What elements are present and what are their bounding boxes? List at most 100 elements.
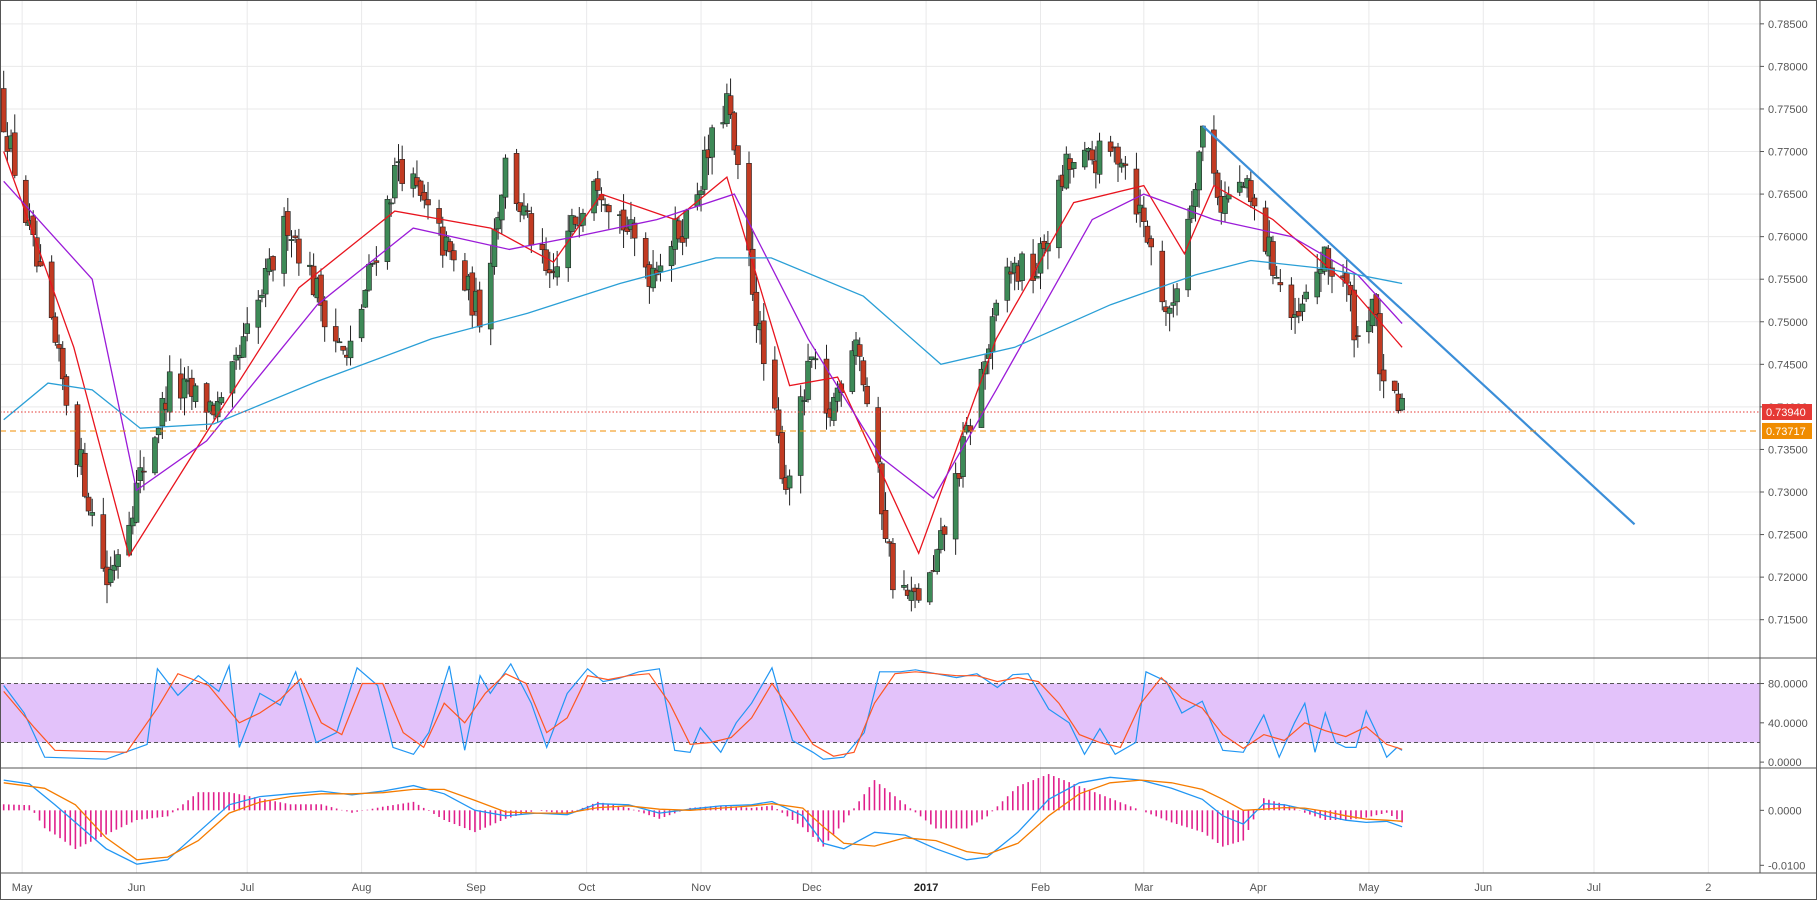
stoch-tick-label-0: 80.0000 bbox=[1768, 679, 1808, 691]
candle-body-249 bbox=[1288, 284, 1295, 318]
candle-body-224 bbox=[1159, 250, 1166, 303]
candle-body-121 bbox=[624, 227, 631, 232]
y-tick-label-10: 0.73500 bbox=[1768, 444, 1808, 456]
candle-body-223 bbox=[1148, 238, 1154, 248]
candle-body-194 bbox=[1004, 266, 1011, 301]
candle-body-172 bbox=[886, 541, 893, 544]
candle-body-97 bbox=[499, 194, 505, 221]
candle-body-227 bbox=[1170, 302, 1177, 306]
y-tick-label-11: 0.73000 bbox=[1768, 487, 1808, 499]
candle-body-269 bbox=[1391, 380, 1398, 391]
candle-body-181 bbox=[934, 549, 940, 572]
candle-body-228 bbox=[1174, 288, 1180, 303]
candle-body-151 bbox=[779, 432, 786, 480]
candle-body-148 bbox=[760, 320, 767, 365]
candle-body-244 bbox=[1262, 207, 1269, 252]
candle-body-57 bbox=[292, 235, 298, 238]
candle-body-9 bbox=[48, 261, 55, 319]
candle-body-108 bbox=[554, 266, 560, 278]
candle-body-22 bbox=[111, 564, 118, 571]
candle-body-70 bbox=[362, 290, 369, 308]
candle-body-184 bbox=[952, 473, 959, 540]
candle-body-42 bbox=[214, 401, 221, 418]
candle-body-76 bbox=[392, 165, 398, 199]
candle-body-209 bbox=[1081, 149, 1088, 168]
ma-mid_purple bbox=[3, 180, 1403, 499]
candle-body-51 bbox=[262, 267, 269, 295]
macd-panel bbox=[2, 774, 1403, 865]
candle-body-156 bbox=[805, 360, 811, 400]
y-tick-label-5: 0.76000 bbox=[1768, 232, 1808, 244]
candle-body-30 bbox=[155, 427, 162, 436]
candle-body-248 bbox=[1277, 282, 1284, 286]
candle-body-247 bbox=[1273, 277, 1280, 279]
price-panel bbox=[0, 70, 1760, 612]
price-tag-bg-1 bbox=[1762, 422, 1812, 439]
candle-body-26 bbox=[133, 482, 140, 523]
x-tick-label-13: Jun bbox=[1474, 882, 1492, 894]
candle-body-268 bbox=[1380, 369, 1387, 382]
macd-tick-label-0: 0.0000 bbox=[1768, 805, 1802, 817]
candle-body-218 bbox=[1122, 163, 1129, 166]
candle-body-13 bbox=[63, 376, 70, 406]
macd-line-1 bbox=[3, 779, 1403, 861]
y-tick-label-0: 0.78500 bbox=[1768, 19, 1808, 31]
candle-body-102 bbox=[524, 210, 531, 212]
candle-body-204 bbox=[1056, 179, 1062, 249]
candle-body-69 bbox=[358, 308, 365, 339]
candle-body-66 bbox=[340, 345, 346, 351]
candle-body-264 bbox=[1366, 320, 1372, 333]
x-tick-label-2: Jul bbox=[240, 882, 254, 894]
candle-body-235 bbox=[1214, 172, 1221, 198]
y-tick-label-13: 0.72000 bbox=[1768, 572, 1808, 584]
candle-body-138 bbox=[709, 127, 715, 158]
candle-body-237 bbox=[1222, 196, 1228, 214]
y-tick-label-14: 0.71500 bbox=[1768, 615, 1808, 627]
candle-body-58 bbox=[296, 238, 302, 264]
candle-body-103 bbox=[528, 213, 535, 246]
candle-body-188 bbox=[967, 425, 974, 432]
candle-body-208 bbox=[1070, 162, 1077, 169]
stoch-line-1 bbox=[3, 671, 1403, 757]
candle-body-143 bbox=[735, 145, 741, 165]
candle-body-4 bbox=[23, 179, 29, 223]
candle-body-71 bbox=[366, 263, 372, 291]
candle-body-129 bbox=[668, 246, 675, 267]
x-tick-label-5: Oct bbox=[578, 882, 595, 894]
x-tick-label-15: 2 bbox=[1705, 882, 1711, 894]
macd-line-0 bbox=[3, 776, 1403, 865]
candle-body-105 bbox=[543, 249, 549, 271]
trendline bbox=[1202, 125, 1636, 526]
candle-body-146 bbox=[753, 291, 760, 326]
candle-body-83 bbox=[425, 199, 431, 206]
candle-body-63 bbox=[321, 300, 328, 328]
candle-body-84 bbox=[436, 208, 442, 224]
candle-body-56 bbox=[288, 239, 295, 241]
y-tick-label-8: 0.74500 bbox=[1768, 359, 1808, 371]
candle-body-53 bbox=[270, 256, 276, 271]
candle-body-211 bbox=[1089, 149, 1095, 161]
candle-body-23 bbox=[115, 554, 121, 567]
candle-body-167 bbox=[860, 360, 867, 386]
candle-body-55 bbox=[284, 211, 291, 236]
candle-body-157 bbox=[808, 356, 815, 360]
candle-body-128 bbox=[657, 265, 664, 272]
candle-body-6 bbox=[30, 215, 37, 235]
candle-body-104 bbox=[539, 244, 546, 251]
candle-body-254 bbox=[1314, 271, 1321, 298]
candle-body-43 bbox=[218, 397, 225, 404]
candle-body-189 bbox=[978, 368, 985, 428]
candle-body-64 bbox=[332, 326, 339, 342]
candle-body-162 bbox=[834, 387, 841, 402]
candle-body-186 bbox=[960, 436, 966, 477]
candle-body-229 bbox=[1185, 218, 1191, 291]
candle-body-47 bbox=[240, 336, 247, 358]
candle-body-132 bbox=[679, 236, 686, 243]
candle-body-213 bbox=[1096, 140, 1103, 175]
x-tick-label-1: Jun bbox=[128, 882, 146, 894]
candle-body-144 bbox=[746, 163, 752, 251]
candle-body-150 bbox=[775, 409, 782, 436]
candle-body-18 bbox=[89, 512, 96, 516]
